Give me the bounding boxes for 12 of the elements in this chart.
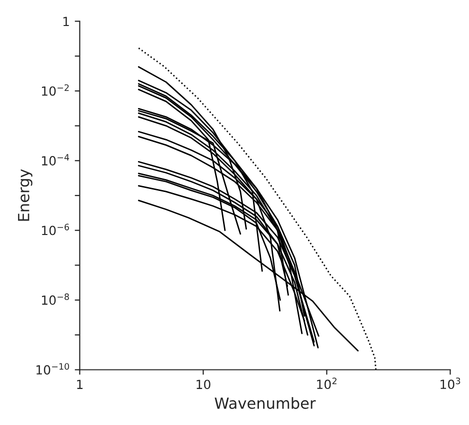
y-tick-label: 10$^{−4}$	[42, 154, 70, 166]
x-tick-label: 1	[77, 380, 83, 389]
y-tick-label: 10$^{−10}$	[36, 363, 70, 375]
x-tick-label: 10$^{3}$	[440, 378, 460, 390]
y-tick-label: 10$^{−8}$	[42, 293, 69, 305]
y-axis-title: Energy	[18, 169, 32, 221]
x-tick-label: 10$^{2}$	[317, 378, 336, 390]
y-tick-label: 1	[63, 16, 69, 26]
x-tick-label: 10	[196, 380, 210, 390]
x-axis-title: Wavenumber	[214, 397, 316, 409]
y-tick-label: 10$^{−6}$	[42, 224, 70, 236]
y-tick-label: 10$^{−2}$	[42, 84, 69, 96]
